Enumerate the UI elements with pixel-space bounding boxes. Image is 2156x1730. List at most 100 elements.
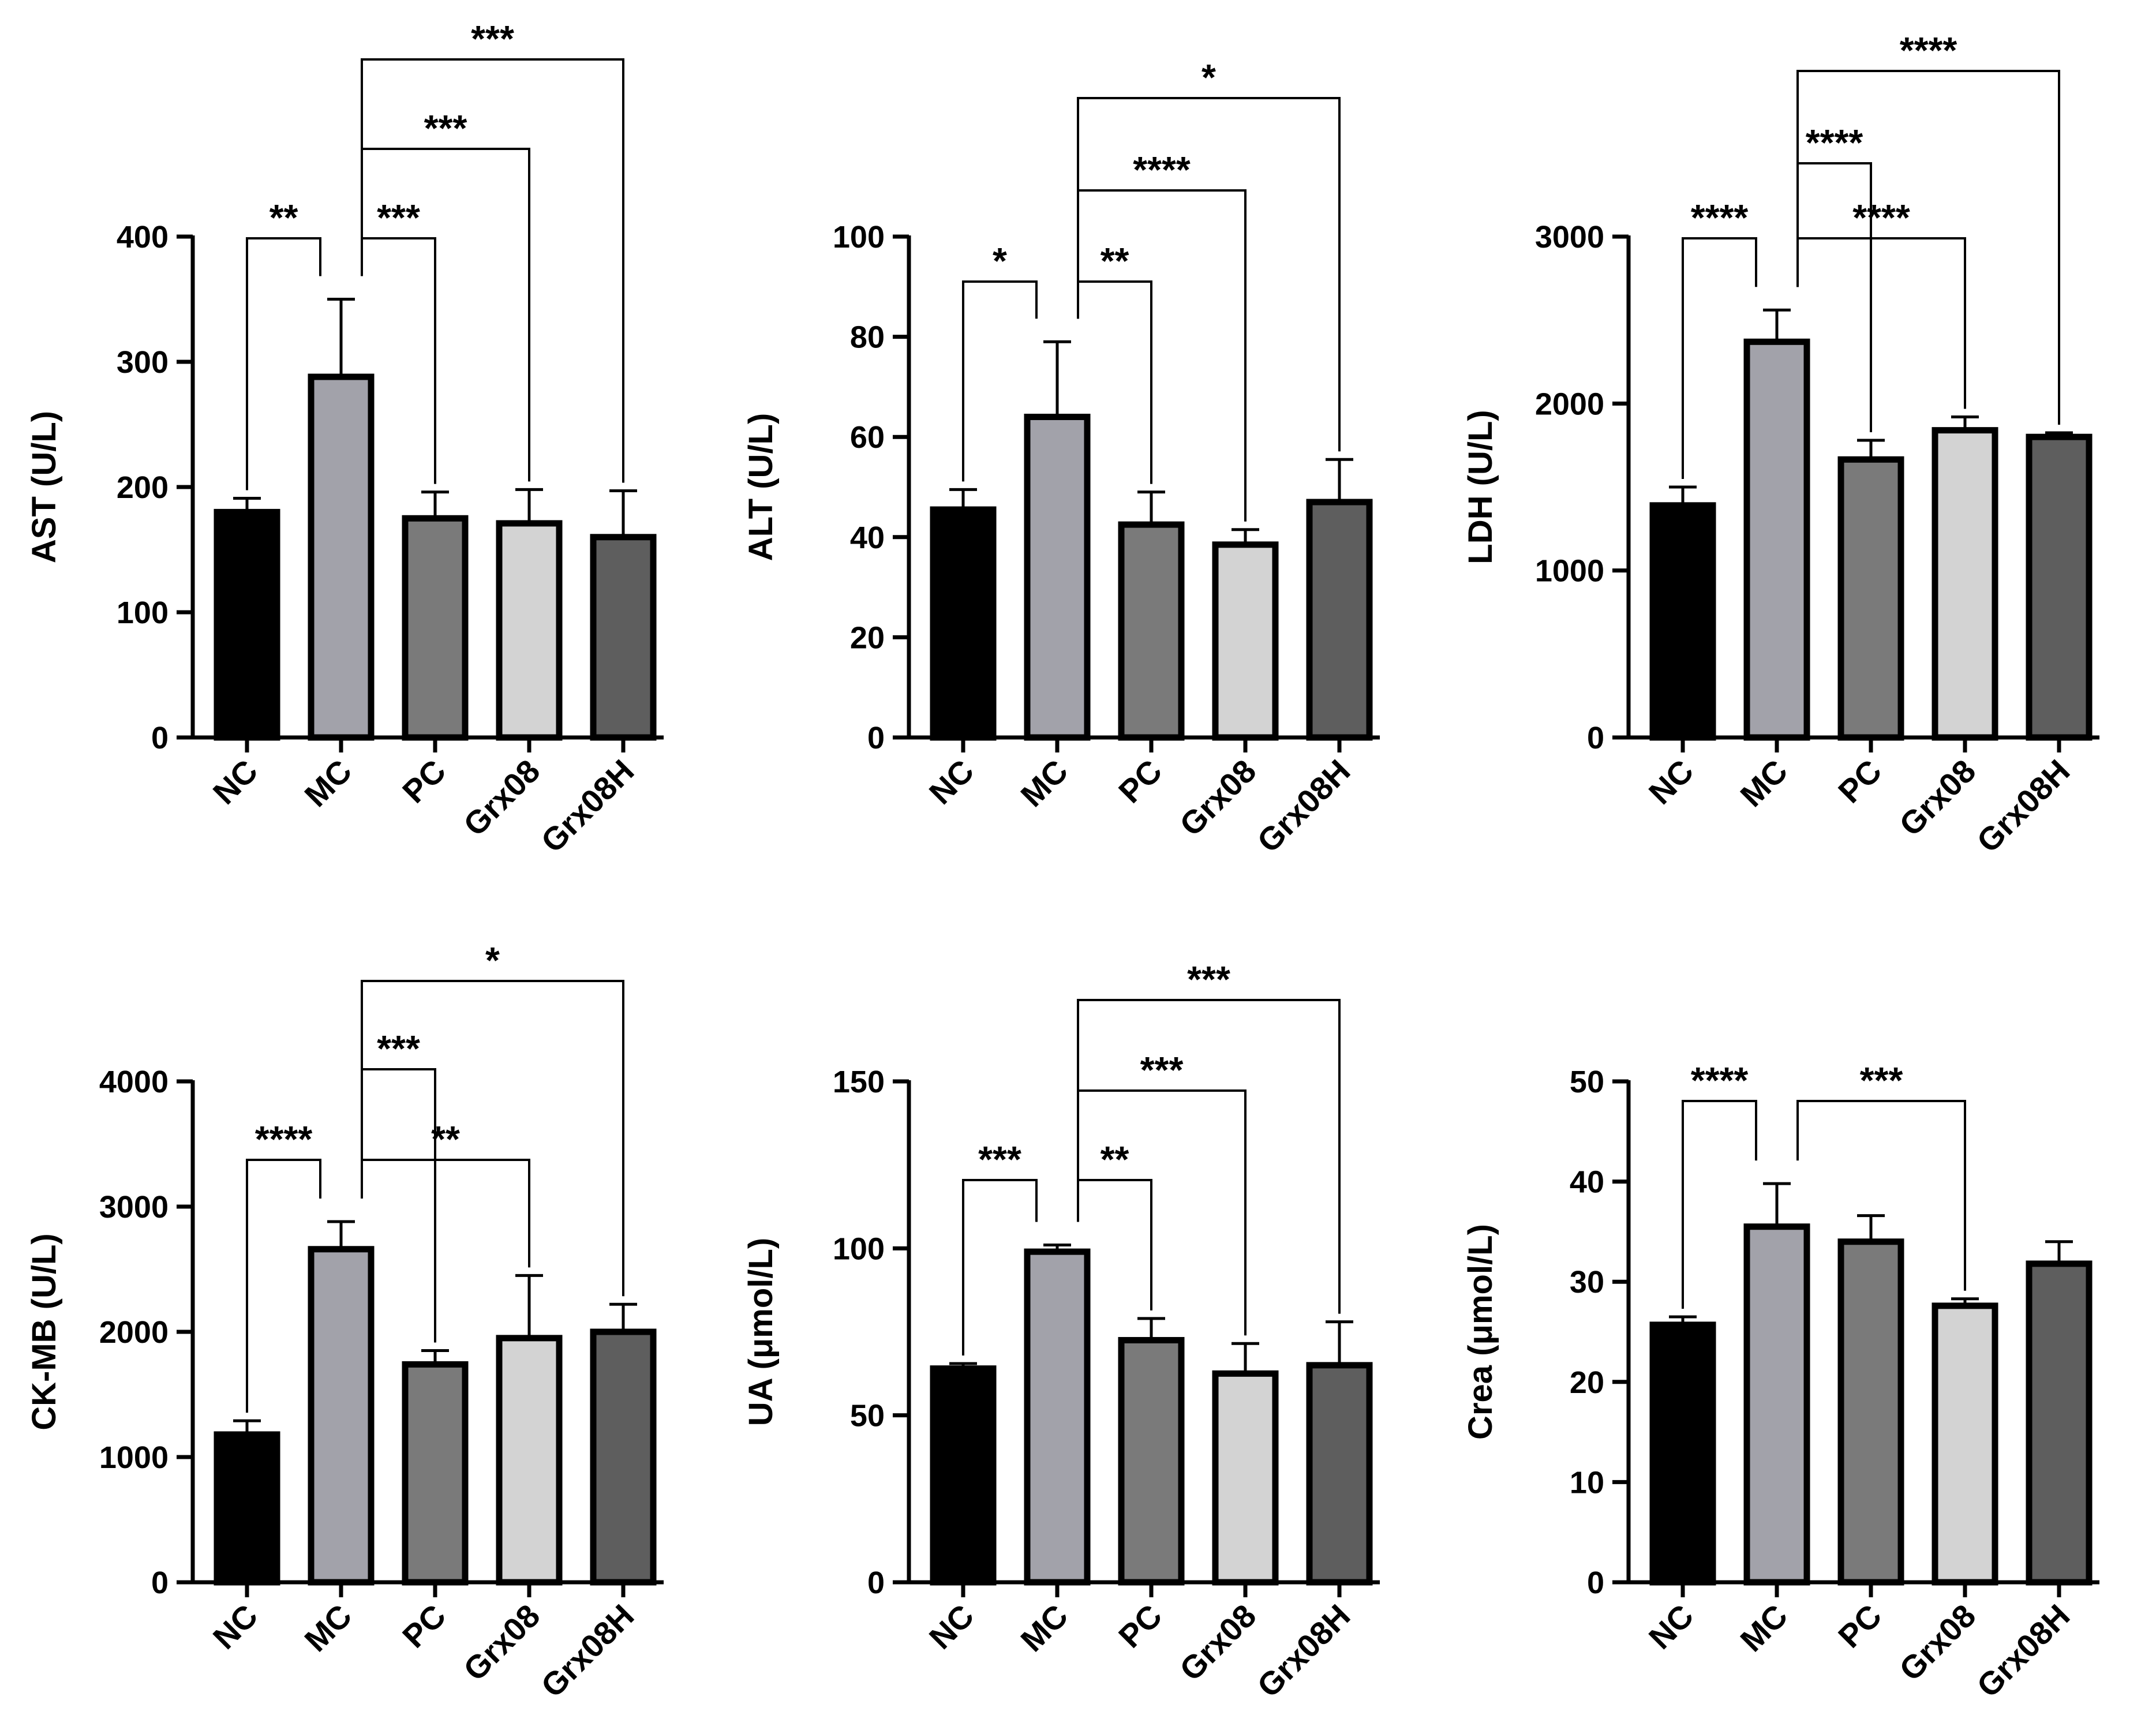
significance-label: *** bbox=[471, 18, 514, 59]
significance-bracket bbox=[1796, 1100, 1966, 1291]
bar-grx08 bbox=[1212, 1370, 1279, 1586]
significance-bracket bbox=[962, 1179, 1038, 1355]
y-tick-label: 100 bbox=[117, 596, 169, 630]
significance-bracket bbox=[1077, 97, 1341, 452]
y-tick-label: 300 bbox=[117, 345, 169, 380]
bar-grx08h bbox=[2026, 433, 2093, 741]
y-axis-title: Crea (μmol/L) bbox=[1462, 1224, 1499, 1440]
significance-label: *** bbox=[978, 1139, 1021, 1180]
bar-grx08h bbox=[1306, 499, 1373, 741]
x-tick-label: PC bbox=[395, 752, 453, 810]
x-tick-label: MC bbox=[297, 752, 358, 814]
significance-label: **** bbox=[1691, 197, 1749, 238]
bar-pc bbox=[1837, 1238, 1904, 1586]
y-tick-label: 400 bbox=[117, 220, 169, 254]
significance-bracket bbox=[962, 280, 1038, 482]
y-tick-label: 20 bbox=[850, 620, 885, 655]
y-tick-label: 0 bbox=[151, 721, 169, 755]
significance-label: *** bbox=[424, 107, 467, 149]
x-tick-label: Grx08H bbox=[1250, 752, 1357, 859]
bar-mc bbox=[308, 373, 375, 741]
significance-label: ** bbox=[270, 197, 298, 238]
chart-ckmb: 0 1000 2000 3000 4000 CK-MB (U/L) NC MC PC Grx08G… bbox=[25, 939, 664, 1704]
significance-bracket bbox=[1077, 999, 1341, 1314]
significance-bracket bbox=[246, 237, 321, 490]
bar-pc bbox=[1837, 456, 1904, 741]
significance-label: **** bbox=[1852, 197, 1910, 238]
x-tick-label: Grx08H bbox=[534, 1597, 641, 1704]
significance-bracket bbox=[246, 1159, 321, 1413]
bar-grx08h bbox=[2026, 1260, 2093, 1586]
y-tick-label: 1000 bbox=[1535, 554, 1604, 589]
significance-label: **** bbox=[1133, 149, 1191, 190]
significance-bracket bbox=[1682, 237, 1757, 479]
x-tick-label: MC bbox=[297, 1597, 358, 1658]
x-tick-label: Grx08 bbox=[1892, 752, 1983, 843]
bar-mc bbox=[1743, 338, 1810, 741]
y-tick-label: 0 bbox=[1587, 721, 1604, 755]
bar-grx08h bbox=[1306, 1362, 1373, 1586]
y-tick-label: 2000 bbox=[99, 1315, 169, 1350]
significance-label: *** bbox=[377, 197, 420, 238]
x-tick-label: NC bbox=[1642, 1597, 1701, 1656]
x-tick-label: NC bbox=[206, 1597, 265, 1656]
y-axis-title: UA (μmol/L) bbox=[742, 1238, 780, 1426]
bar-mc bbox=[1024, 413, 1091, 741]
y-axis-title: CK-MB (U/L) bbox=[25, 1233, 63, 1430]
y-axis-title: AST (U/L) bbox=[25, 411, 63, 563]
significance-label: *** bbox=[1187, 958, 1230, 1000]
bar-grx08 bbox=[1932, 427, 1998, 741]
bar-nc bbox=[214, 1431, 280, 1586]
bar-nc bbox=[214, 508, 280, 741]
significance-label: **** bbox=[1806, 122, 1863, 163]
y-tick-label: 100 bbox=[833, 1231, 885, 1266]
bar-mc bbox=[308, 1246, 375, 1586]
y-tick-label: 2000 bbox=[1535, 387, 1604, 421]
x-tick-label: PC bbox=[1831, 1597, 1889, 1655]
significance-bracket bbox=[1682, 1100, 1757, 1309]
y-axis-title: LDH (U/L) bbox=[1462, 410, 1499, 564]
y-tick-label: 40 bbox=[1570, 1165, 1604, 1200]
bar-grx08h bbox=[590, 1328, 657, 1586]
bar-nc bbox=[1649, 1321, 1716, 1586]
bar-mc bbox=[1743, 1223, 1810, 1586]
x-tick-label: NC bbox=[206, 752, 265, 811]
bar-pc bbox=[402, 1361, 469, 1586]
significance-label: **** bbox=[1900, 29, 1957, 71]
y-axis-title: ALT (U/L) bbox=[742, 413, 780, 561]
x-tick-label: NC bbox=[922, 1597, 981, 1656]
x-tick-label: MC bbox=[1013, 752, 1075, 814]
y-tick-label: 50 bbox=[1570, 1065, 1604, 1099]
significance-label: *** bbox=[377, 1028, 420, 1069]
bar-pc bbox=[402, 515, 469, 741]
significance-label: * bbox=[485, 939, 500, 981]
y-tick-label: 10 bbox=[1570, 1465, 1604, 1500]
x-tick-label: Grx08 bbox=[1173, 752, 1263, 843]
bar-pc bbox=[1118, 521, 1185, 741]
significance-label: ** bbox=[1101, 1139, 1129, 1180]
x-tick-label: Grx08H bbox=[1970, 1597, 2076, 1704]
x-tick-label: Grx08 bbox=[456, 1597, 547, 1688]
x-tick-label: MC bbox=[1013, 1597, 1075, 1658]
y-tick-label: 60 bbox=[850, 420, 885, 455]
y-tick-label: 20 bbox=[1570, 1365, 1604, 1400]
significance-bracket bbox=[1796, 237, 1966, 409]
significance-label: * bbox=[1201, 57, 1216, 98]
bar-grx08 bbox=[496, 520, 563, 741]
significance-label: *** bbox=[1140, 1049, 1184, 1091]
x-tick-label: Grx08 bbox=[1892, 1597, 1983, 1688]
significance-bracket bbox=[361, 980, 624, 1297]
x-tick-label: Grx08 bbox=[1173, 1597, 1263, 1688]
y-tick-label: 4000 bbox=[99, 1065, 169, 1099]
y-tick-label: 50 bbox=[850, 1399, 885, 1433]
significance-bracket bbox=[361, 58, 624, 483]
y-tick-label: 0 bbox=[1587, 1566, 1604, 1600]
x-tick-label: Grx08H bbox=[534, 752, 641, 859]
bar-pc bbox=[1118, 1336, 1185, 1586]
x-tick-label: MC bbox=[1733, 1597, 1794, 1658]
